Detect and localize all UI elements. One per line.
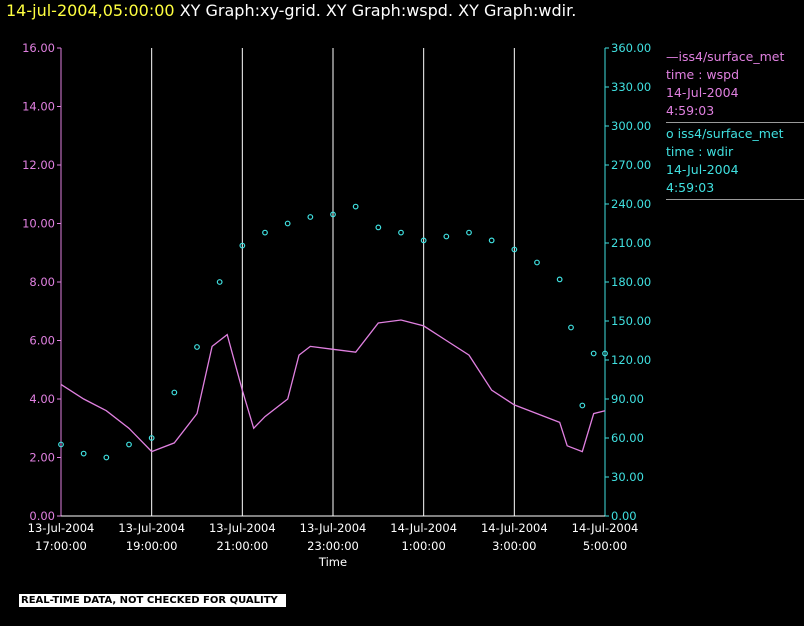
legend-wdir-time: 4:59:03 bbox=[666, 180, 715, 195]
legend: —iss4/surface_met time : wspd 14-Jul-200… bbox=[666, 48, 804, 202]
legend-wdir-source: o iss4/surface_met bbox=[666, 126, 784, 141]
right-tick-label: 330.00 bbox=[611, 80, 651, 94]
wdir-point bbox=[590, 350, 597, 357]
x-tick-date: 13-Jul-2004 bbox=[118, 521, 185, 535]
legend-wspd-source: —iss4/surface_met bbox=[666, 49, 785, 64]
legend-wspd-date: 14-Jul-2004 bbox=[666, 85, 739, 100]
left-tick-label: 4.00 bbox=[29, 392, 55, 406]
right-tick-label: 240.00 bbox=[611, 197, 651, 211]
wdir-point bbox=[568, 324, 574, 331]
wdir-point bbox=[126, 441, 132, 448]
left-tick-label: 2.00 bbox=[29, 451, 55, 465]
left-tick-label: 10.00 bbox=[22, 217, 55, 231]
wdir-point bbox=[488, 237, 495, 244]
x-tick-time: 3:00:00 bbox=[492, 539, 536, 553]
x-tick-date: 13-Jul-2004 bbox=[300, 521, 367, 535]
wdir-point bbox=[602, 350, 608, 357]
x-tick-time: 21:00:00 bbox=[217, 539, 269, 553]
left-tick-label: 12.00 bbox=[22, 158, 55, 172]
right-tick-label: 120.00 bbox=[611, 353, 651, 367]
legend-wspd-time: 4:59:03 bbox=[666, 103, 715, 118]
wdir-point bbox=[216, 279, 223, 285]
wdir-point bbox=[420, 237, 427, 244]
x-tick-date: 13-Jul-2004 bbox=[209, 521, 276, 535]
x-tick-date: 14-Jul-2004 bbox=[390, 521, 457, 535]
wdir-point bbox=[466, 229, 472, 236]
wdir-point bbox=[239, 242, 246, 249]
x-tick-date: 14-Jul-2004 bbox=[572, 521, 639, 535]
wdir-point bbox=[194, 344, 200, 350]
right-tick-label: 60.00 bbox=[611, 431, 644, 445]
right-tick-label: 150.00 bbox=[611, 314, 651, 328]
x-tick-date: 13-Jul-2004 bbox=[28, 521, 95, 535]
wspd-line bbox=[60, 319, 606, 453]
wdir-point bbox=[579, 402, 586, 409]
legend-entry-wdir: o iss4/surface_met time : wdir 14-Jul-20… bbox=[666, 125, 804, 200]
x-tick-time: 1:00:00 bbox=[401, 539, 445, 553]
left-tick-label: 0.00 bbox=[29, 509, 55, 523]
wdir-point bbox=[148, 435, 155, 441]
wdir-point bbox=[58, 441, 64, 448]
x-tick-time: 19:00:00 bbox=[126, 539, 178, 553]
wdir-point bbox=[443, 233, 450, 240]
wdir-point bbox=[511, 246, 518, 253]
wdir-point bbox=[307, 214, 314, 220]
wdir-point bbox=[171, 389, 178, 396]
right-tick-label: 90.00 bbox=[611, 392, 644, 406]
x-tick-time: 5:00:00 bbox=[583, 539, 627, 553]
x-tick-date: 14-Jul-2004 bbox=[481, 521, 548, 535]
right-tick-label: 180.00 bbox=[611, 275, 651, 289]
wdir-point bbox=[80, 450, 87, 457]
right-tick-label: 210.00 bbox=[611, 236, 651, 250]
right-tick-label: 30.00 bbox=[611, 470, 644, 484]
wdir-point bbox=[375, 224, 382, 231]
header-graph-names: XY Graph:xy-grid. XY Graph:wspd. XY Grap… bbox=[174, 1, 577, 20]
legend-entry-wspd: —iss4/surface_met time : wspd 14-Jul-200… bbox=[666, 48, 804, 123]
x-tick-time: 23:00:00 bbox=[307, 539, 359, 553]
legend-wspd-variable: time : wspd bbox=[666, 67, 740, 82]
left-tick-label: 6.00 bbox=[29, 334, 55, 348]
left-tick-label: 8.00 bbox=[29, 275, 55, 289]
wdir-point bbox=[103, 454, 110, 461]
header-title: 14-jul-2004,05:00:00 XY Graph:xy-grid. X… bbox=[6, 1, 576, 20]
wdir-point bbox=[330, 211, 336, 218]
legend-wdir-variable: time : wdir bbox=[666, 144, 734, 159]
quality-note: REAL-TIME DATA, NOT CHECKED FOR QUALITY bbox=[19, 594, 286, 607]
left-tick-label: 14.00 bbox=[22, 100, 55, 114]
wdir-point bbox=[352, 203, 359, 210]
x-tick-time: 17:00:00 bbox=[35, 539, 87, 553]
wdir-point bbox=[398, 229, 404, 236]
wdir-point bbox=[534, 259, 540, 266]
left-tick-label: 16.00 bbox=[22, 41, 55, 55]
right-tick-label: 0.00 bbox=[611, 509, 637, 523]
wdir-point bbox=[556, 276, 563, 283]
header-timestamp: 14-jul-2004,05:00:00 bbox=[6, 1, 175, 20]
x-axis-label: Time bbox=[318, 555, 347, 569]
right-tick-label: 270.00 bbox=[611, 158, 651, 172]
legend-wdir-date: 14-Jul-2004 bbox=[666, 162, 739, 177]
right-tick-label: 300.00 bbox=[611, 119, 651, 133]
wdir-point bbox=[284, 220, 291, 227]
wdir-point bbox=[262, 229, 268, 236]
right-tick-label: 360.00 bbox=[611, 41, 651, 55]
